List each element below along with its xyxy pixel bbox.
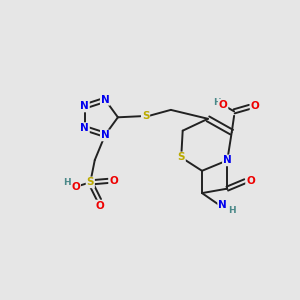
Text: H: H [213,98,220,107]
Text: S: S [142,111,149,121]
Text: N: N [101,95,110,105]
Text: O: O [109,176,118,186]
Text: N: N [218,200,227,210]
Text: S: S [178,152,185,162]
Text: N: N [101,130,110,140]
Text: O: O [250,101,259,111]
Text: O: O [219,100,227,110]
Text: O: O [71,182,80,192]
Text: H: H [228,206,235,215]
Text: N: N [223,155,232,165]
Text: S: S [87,177,94,188]
Text: N: N [80,101,89,112]
Text: N: N [80,123,89,133]
Text: H: H [63,178,71,187]
Text: O: O [95,201,104,211]
Text: O: O [246,176,255,186]
